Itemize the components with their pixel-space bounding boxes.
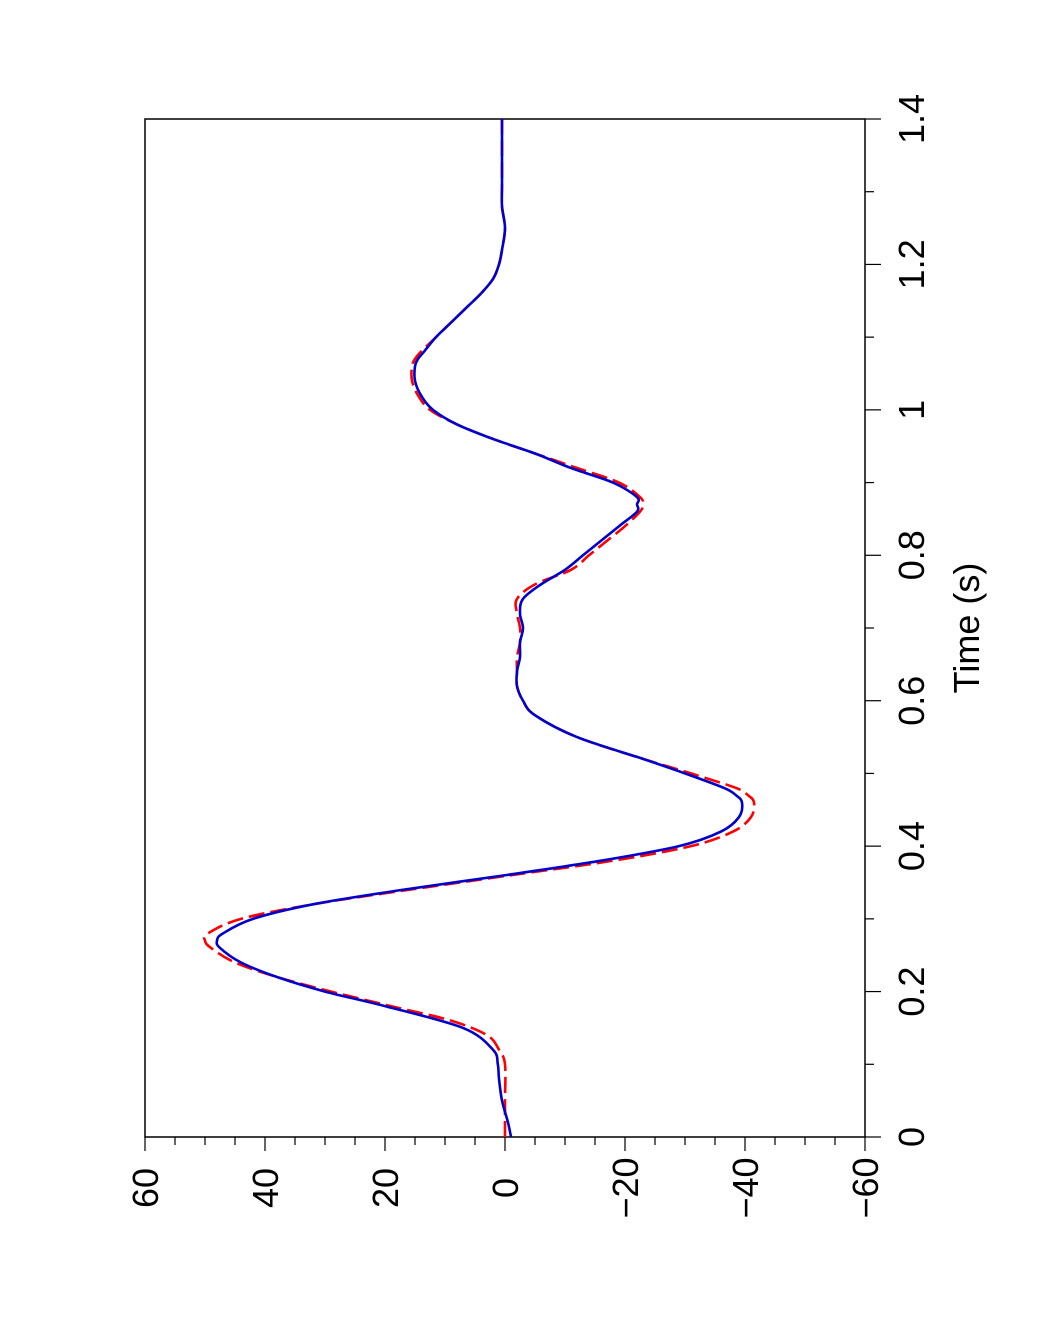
y-tick-label: −40 (725, 1157, 766, 1218)
y-tick-label: −20 (605, 1157, 646, 1218)
y-tick-label: 0 (485, 1178, 526, 1198)
y-tick-label: −60 (845, 1157, 886, 1218)
y-tick-label: 60 (125, 1168, 166, 1208)
y-tick-label: 20 (365, 1168, 406, 1208)
x-tick-label: 0 (891, 1127, 932, 1147)
series-group (202, 119, 756, 1138)
x-tick-label: 0.8 (891, 530, 932, 580)
x-tick-label: 0.6 (891, 676, 932, 726)
y-axis: 60 40 20 0 −20 −40 −60 (125, 1137, 886, 1219)
x-tick-label: 0.4 (891, 821, 932, 871)
x-axis-title: Time (s) (946, 563, 987, 694)
plot-frame (144, 118, 866, 1138)
x-axis: 0 0.2 0.4 0.6 0.8 1 1.2 1.4 (865, 94, 932, 1147)
series-solid-line (215, 119, 744, 1138)
y-tick-label: 40 (245, 1168, 286, 1208)
x-tick-label: 0.2 (891, 967, 932, 1017)
x-tick-label: 1.2 (891, 239, 932, 289)
x-tick-label: 1 (891, 400, 932, 420)
x-tick-label: 1.4 (891, 94, 932, 144)
series-dashed-line (202, 119, 756, 1137)
